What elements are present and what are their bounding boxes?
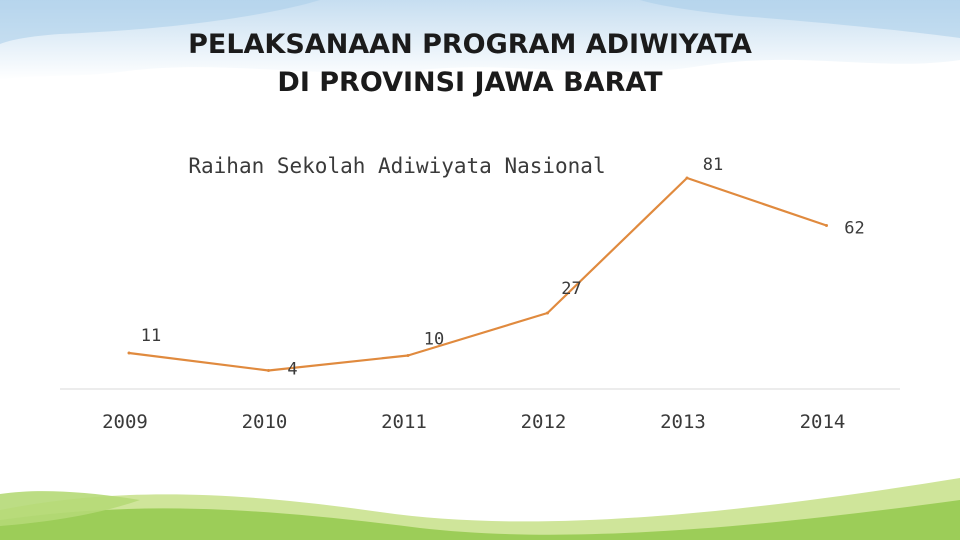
slide-title-line-2: DI PROVINSI JAWA BARAT [277,67,663,98]
data-labels: 11 4 10 27 81 62 [141,155,865,380]
sky-wash-accent [0,0,320,44]
x-tick-label: 2013 [660,411,706,433]
data-point [546,311,549,315]
x-tick-labels: 2009 2010 2011 2012 2013 2014 [102,411,845,433]
data-label: 4 [287,360,297,380]
slide-title-line-1: PELAKSANAAN PROGRAM ADIWIYATA [188,29,752,60]
data-point [127,351,131,355]
hill-left [0,491,140,526]
data-label: 10 [424,330,444,350]
sky-wash [0,0,960,80]
x-tick-label: 2012 [521,411,567,433]
data-label: 27 [561,279,581,299]
x-tick-label: 2014 [800,411,846,433]
slide-title: PELAKSANAAN PROGRAM ADIWIYATA DI PROVINS… [120,26,820,102]
series-group [127,176,828,372]
hill-front [0,500,960,540]
series-line [128,176,827,372]
data-point [825,224,828,227]
chart-title: Raihan Sekolah Adiwiyata Nasional [188,154,605,178]
data-label: 81 [703,155,723,175]
data-label: 11 [141,326,161,346]
data-point [685,176,689,180]
data-label: 62 [844,219,864,239]
x-tick-label: 2011 [381,411,427,433]
data-point [406,354,410,357]
x-tick-label: 2009 [102,411,148,433]
data-point [267,369,270,372]
sky-wash-accent [640,0,960,38]
x-tick-label: 2010 [242,411,288,433]
